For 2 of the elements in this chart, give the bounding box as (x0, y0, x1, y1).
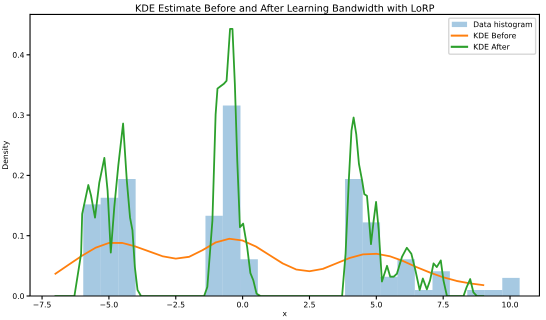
line-series (54, 238, 484, 286)
chart-title: KDE Estimate Before and After Learning Bandwidth with LoRP (136, 4, 434, 14)
